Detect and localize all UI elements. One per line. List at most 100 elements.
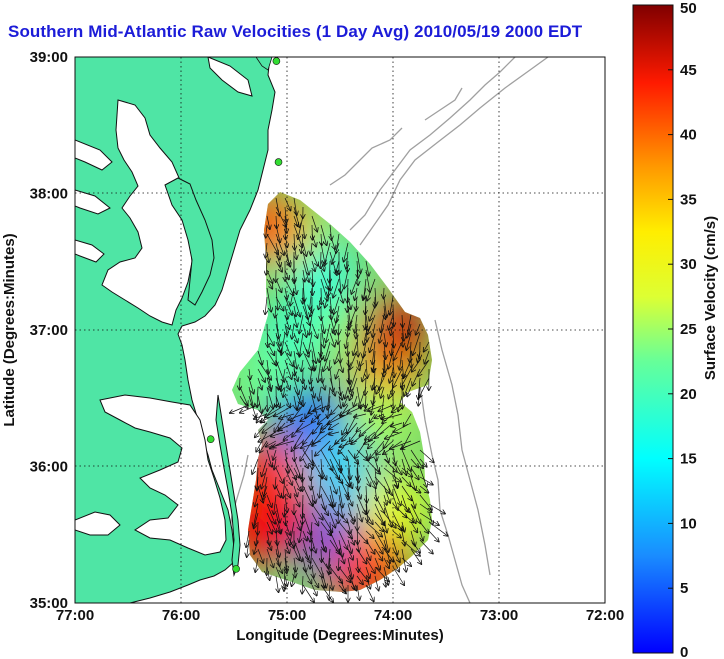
velocity-vector: [240, 404, 259, 413]
velocity-vector: [320, 422, 331, 433]
velocity-vector: [338, 494, 343, 518]
velocity-vector: [292, 431, 304, 451]
velocity-vector: [372, 341, 376, 364]
velocity-vector: [365, 305, 366, 329]
velocity-vector: [347, 449, 358, 464]
velocity-vector: [357, 584, 360, 600]
velocity-vector: [284, 431, 295, 440]
velocity-vector: [392, 548, 400, 562]
velocity-vector: [372, 359, 375, 371]
velocity-vector: [329, 432, 340, 435]
y-tick-label: 35:00: [30, 595, 68, 612]
velocity-vector: [311, 467, 313, 480]
x-axis-label: Longitude (Degrees:Minutes): [236, 627, 444, 644]
station-marker: [272, 57, 281, 65]
velocity-vector: [275, 503, 280, 523]
velocity-vector: [402, 521, 405, 532]
velocity-vector: [402, 314, 403, 327]
velocity-vector: [318, 359, 322, 382]
velocity-vector: [392, 530, 401, 538]
velocity-vector: [310, 368, 312, 384]
velocity-vector: [266, 278, 272, 289]
velocity-vector: [410, 485, 420, 493]
velocity-vector: [369, 305, 376, 321]
velocity-vector: [299, 314, 304, 333]
velocity-vector: [302, 467, 303, 481]
colorbar-tick-label: 35: [680, 191, 697, 208]
velocity-vector: [428, 512, 433, 525]
velocity-vector: [329, 503, 338, 515]
velocity-vector: [374, 530, 386, 549]
velocity-vector: [285, 557, 287, 573]
velocity-vector: [379, 323, 385, 343]
velocity-vector: [410, 467, 419, 479]
velocity-vector: [256, 530, 258, 545]
velocity-vector: [391, 341, 393, 355]
velocity-vector: [390, 440, 412, 449]
velocity-vector: [279, 422, 295, 430]
velocity-vector: [266, 548, 273, 567]
velocity-vector: [321, 341, 322, 359]
velocity-vector: [273, 440, 295, 447]
velocity-vector: [275, 296, 284, 311]
colorbar-tick-labels: 0 5 10 15 20 25 30 35 40 45 50: [668, 0, 697, 659]
velocity-vector: [303, 557, 306, 572]
velocity-vector: [338, 548, 344, 563]
velocity-vector: [419, 503, 432, 512]
velocity-vector: [329, 368, 333, 392]
velocity-vector: [338, 557, 339, 570]
velocity-vector: [284, 521, 290, 535]
velocity-vector: [275, 359, 284, 382]
velocity-vector: [330, 305, 331, 319]
velocity-vector: [302, 350, 312, 370]
velocity-vector: [347, 575, 356, 590]
velocity-vector: [311, 575, 318, 587]
velocity-vector: [356, 530, 368, 543]
velocity-vector: [302, 449, 313, 465]
velocity-vector: [366, 503, 368, 522]
velocity-vector: [320, 575, 324, 588]
velocity-vector: [290, 287, 295, 305]
velocity-vector: [368, 404, 385, 411]
velocity-vector: [275, 224, 280, 242]
velocity-vector: [312, 359, 315, 370]
velocity-vector: [293, 494, 300, 506]
velocity-vector: [401, 458, 406, 475]
velocity-vector: [311, 530, 312, 551]
velocity-vector: [302, 296, 308, 319]
velocity-vector: [312, 494, 313, 505]
velocity-vector: [312, 413, 322, 422]
velocity-vector: [393, 368, 403, 387]
velocity-vector: [350, 350, 358, 369]
velocity-vector: [353, 341, 358, 355]
velocity-vector: [357, 332, 358, 356]
velocity-vector: [348, 314, 349, 330]
colorbar-tick-label: 0: [680, 644, 688, 659]
velocity-vector: [347, 512, 355, 521]
velocity-vector: [257, 395, 262, 413]
velocity-vector: [419, 521, 428, 533]
velocity-vector: [410, 449, 423, 468]
velocity-vector: [302, 575, 303, 594]
velocity-vector: [293, 548, 299, 560]
velocity-vector: [285, 287, 287, 299]
velocity-vector: [419, 494, 432, 510]
velocity-vector: [350, 368, 358, 392]
velocity-vector: [392, 404, 403, 412]
velocity-vector: [403, 359, 412, 378]
x-tick-labels: 77:00 76:00 75:00 74:00 73:00 72:00: [56, 607, 624, 624]
y-tick-label: 39:00: [30, 49, 68, 66]
velocity-vector: [339, 341, 340, 362]
velocity-vector: [291, 404, 304, 422]
velocity-vector: [378, 404, 394, 411]
velocity-vector: [356, 323, 357, 338]
velocity-vector: [383, 530, 389, 552]
velocity-vector: [266, 224, 267, 238]
velocity-vector: [284, 314, 290, 329]
velocity-vector: [285, 206, 286, 223]
velocity-vector: [319, 350, 321, 362]
velocity-vector: [365, 539, 375, 554]
x-tick-label: 73:00: [480, 607, 518, 624]
velocity-vector: [284, 467, 292, 485]
